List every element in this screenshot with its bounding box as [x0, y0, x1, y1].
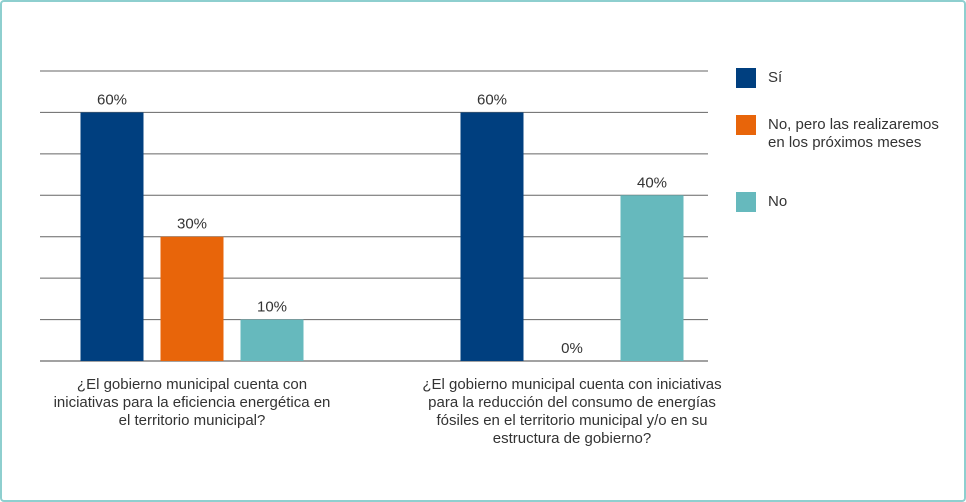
bar — [240, 319, 304, 361]
bar — [620, 195, 684, 361]
x-tick-label: ¿El gobierno municipal cuenta con inicia… — [422, 376, 722, 447]
data-label: 0% — [561, 340, 583, 357]
bar — [80, 112, 144, 361]
legend-label: No — [768, 193, 788, 210]
bar — [160, 236, 224, 361]
x-tick-label: ¿El gobierno municipal cuenta con inicia… — [53, 376, 331, 429]
data-label: 10% — [257, 299, 287, 316]
legend-label: No, pero las realizaremos en los próximo… — [768, 116, 939, 151]
bar — [460, 112, 524, 361]
data-label: 60% — [477, 91, 507, 108]
data-label: 30% — [177, 216, 207, 233]
data-label: 60% — [97, 91, 127, 108]
legend-swatch — [736, 68, 756, 88]
legend-swatch — [736, 115, 756, 135]
legend-label: Sí — [768, 69, 783, 86]
data-label: 40% — [637, 174, 667, 191]
legend-swatch — [736, 192, 756, 212]
